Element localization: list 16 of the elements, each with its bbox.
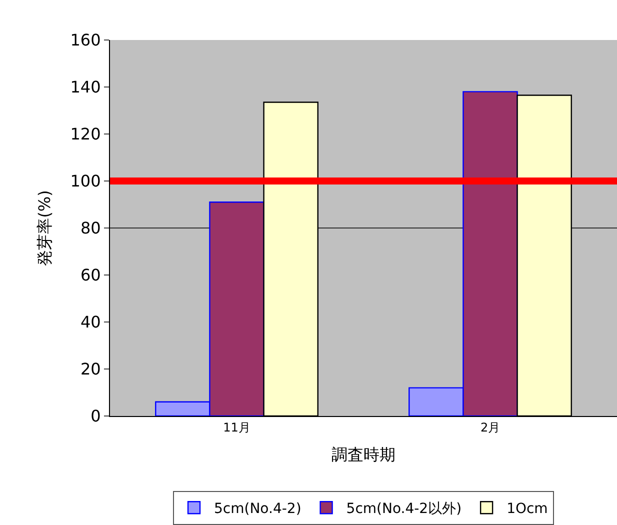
x-tick-label: 2月 [480, 420, 500, 434]
y-tick-label: 160 [70, 30, 101, 50]
y-tick-label: 20 [80, 360, 101, 379]
y-tick-label: 60 [80, 266, 101, 285]
x-tick-label: 11月 [223, 420, 250, 434]
x-axis-title: 調査時期 [332, 445, 396, 464]
y-tick-label: 40 [80, 312, 101, 332]
legend-label: 5cm(No.4-2) [214, 501, 302, 518]
y-tick-label: 140 [70, 78, 101, 97]
y-tick-label: 0 [90, 406, 101, 426]
legend-label: 1Ocm [506, 501, 548, 518]
y-tick-label: 120 [70, 124, 101, 144]
legend-label: 5cm(No.4-2以外) [346, 501, 462, 518]
y-axis-title: 発芽率(%) [35, 190, 54, 266]
y-tick-label: 80 [80, 218, 101, 238]
y-tick-label: 100 [70, 172, 101, 191]
